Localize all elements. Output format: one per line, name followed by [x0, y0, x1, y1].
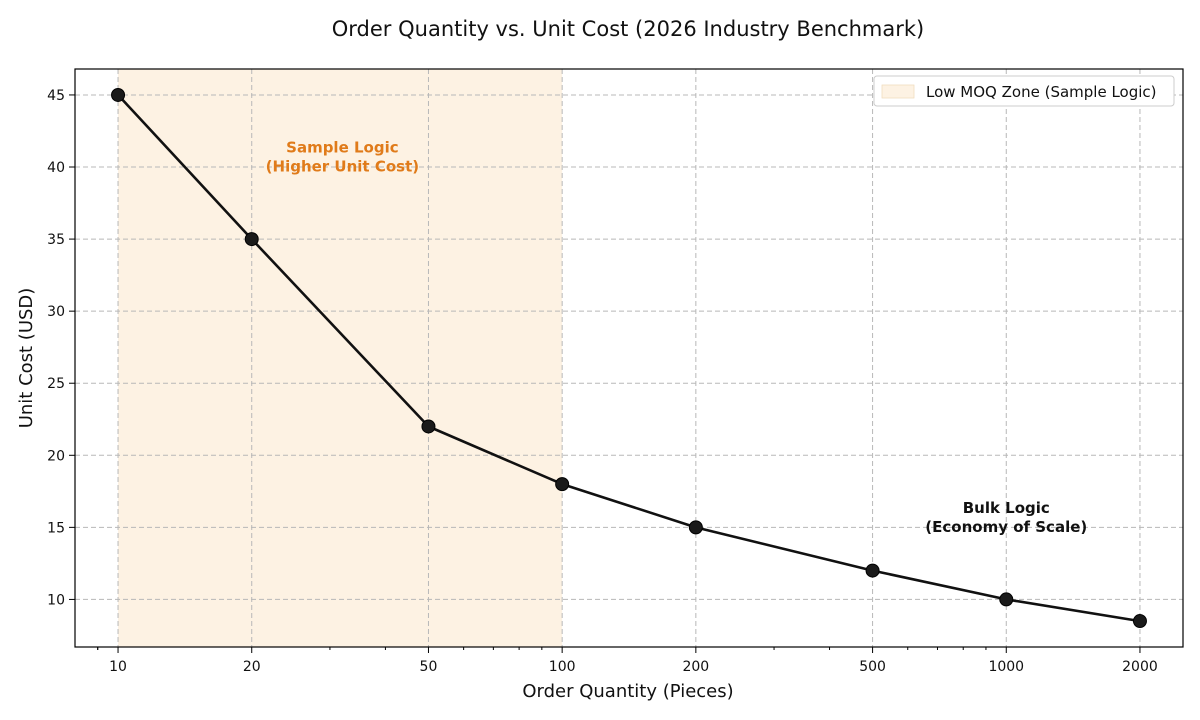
y-tick-label: 20	[47, 448, 65, 464]
x-tick-label: 20	[243, 659, 261, 675]
y-tick-label: 40	[47, 160, 65, 176]
plot-frame	[74, 68, 1184, 648]
y-tick-label: 45	[47, 88, 65, 104]
data-point-500	[865, 563, 880, 578]
data-point-200	[688, 520, 703, 535]
annotation-bulk: Bulk Logic (Economy of Scale)	[925, 499, 1087, 536]
legend-label-low-moq-zone: Low MOQ Zone (Sample Logic)	[926, 83, 1157, 101]
data-point-10	[111, 87, 126, 102]
annotation-bulk-line-1: (Economy of Scale)	[925, 518, 1087, 536]
annotation-sample-line-1: (Higher Unit Cost)	[266, 158, 419, 176]
y-tick-label: 30	[47, 304, 65, 320]
legend-swatch-low-moq-zone	[881, 84, 915, 99]
data-point-1000	[999, 592, 1014, 607]
x-tick-label: 50	[420, 659, 438, 675]
annotation-sample: Sample Logic (Higher Unit Cost)	[266, 139, 419, 176]
x-axis-label: Order Quantity (Pieces)	[522, 681, 733, 702]
data-point-100	[555, 477, 570, 492]
y-axis-label: Unit Cost (USD)	[16, 288, 37, 429]
y-tick-label: 15	[47, 520, 65, 536]
x-tick-label: 200	[682, 659, 709, 675]
annotation-sample-line-0: Sample Logic	[286, 139, 398, 157]
x-tick-label: 2000	[1122, 659, 1158, 675]
legend-box	[873, 75, 1175, 107]
low-moq-zone	[118, 69, 563, 647]
annotation-bulk-line-0: Bulk Logic	[963, 499, 1050, 517]
data-point-20	[244, 232, 259, 247]
x-tick-label: 100	[549, 659, 576, 675]
plot-area: 10 20 50 100 200 500 1000 2000 10 15 20 25 30 35 40 45 S…	[47, 68, 1184, 675]
legend: Low MOQ Zone (Sample Logic)	[873, 75, 1175, 107]
x-tick-label: 500	[859, 659, 886, 675]
y-tick-label: 25	[47, 376, 65, 392]
chart-title: Order Quantity vs. Unit Cost (2026 Indus…	[332, 17, 924, 41]
x-tick-label: 1000	[988, 659, 1024, 675]
x-tick-label: 10	[109, 659, 127, 675]
data-point-2000	[1132, 614, 1147, 629]
y-tick-label: 10	[47, 592, 65, 608]
y-tick-label: 35	[47, 232, 65, 248]
data-point-50	[421, 419, 436, 434]
series-line-0	[117, 94, 1141, 623]
